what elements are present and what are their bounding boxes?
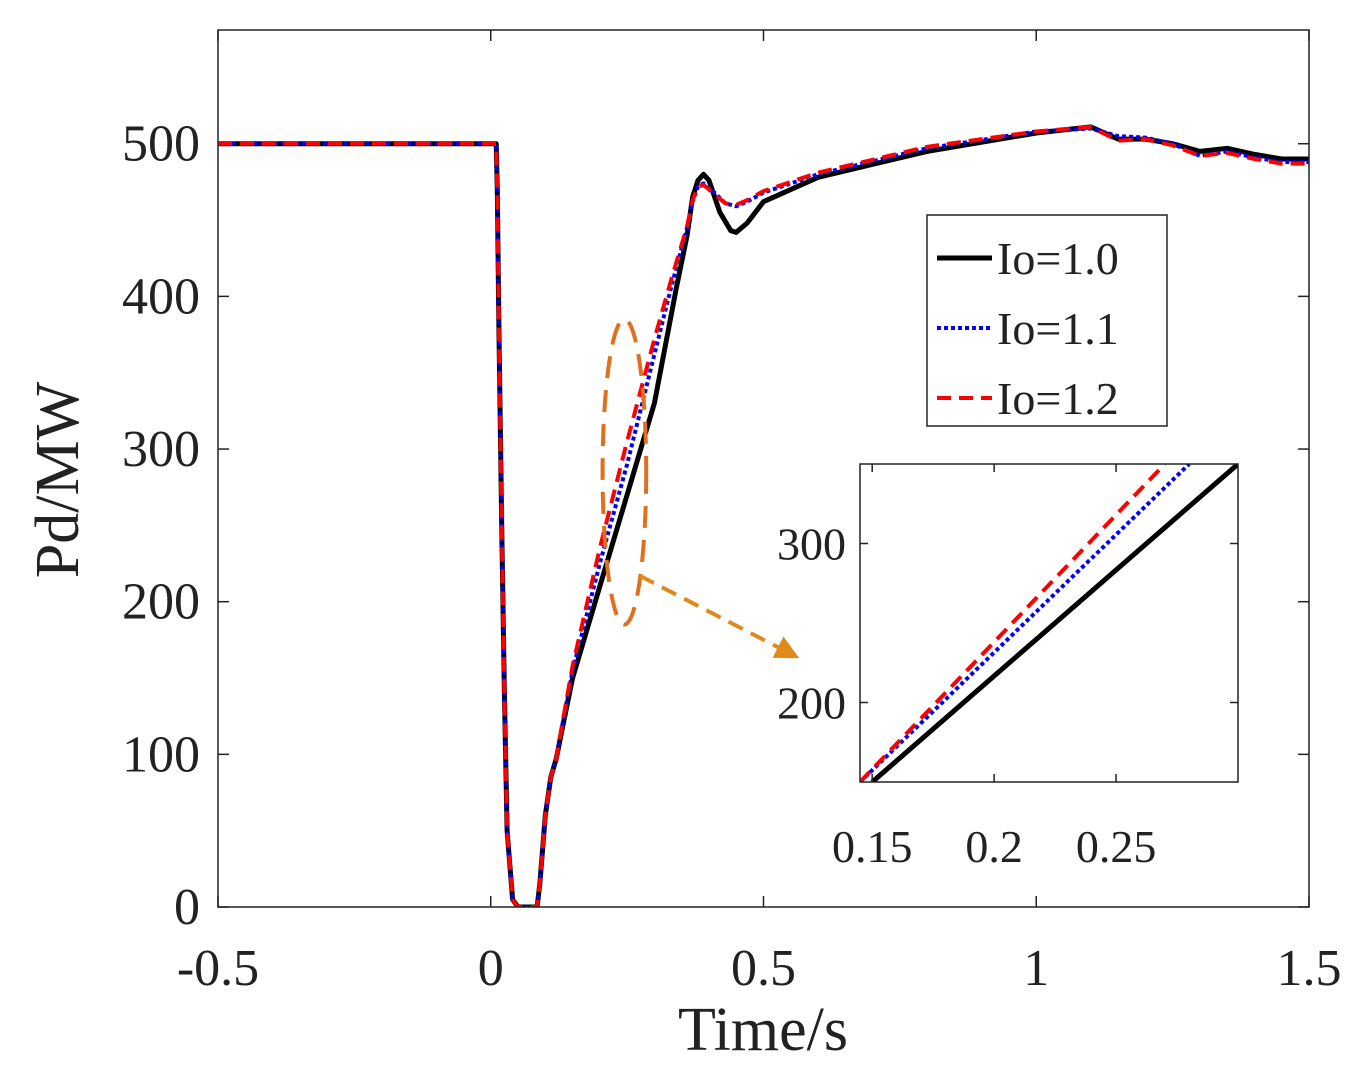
zoom-ellipse [600, 317, 649, 627]
inset-series-line [870, 464, 1238, 782]
series-line-io-1-1 [218, 126, 1309, 907]
series-line-io-1-2 [218, 124, 1309, 907]
y-tick-label: 300 [122, 421, 200, 478]
main-series [218, 124, 1309, 907]
legend-box [926, 214, 1168, 427]
plot-frame [217, 29, 1310, 908]
zoom-arrow [638, 573, 800, 659]
y-tick-labels: 0 100 200 300 400 500 [122, 116, 200, 936]
y-tick-label: 200 [122, 574, 200, 631]
inset-x-tick-label: 0.2 [965, 821, 1023, 872]
y-tick-label: 400 [122, 268, 200, 325]
inset-y-tick-label: 200 [777, 678, 846, 729]
legend-label: Io=1.2 [997, 373, 1119, 424]
inset-x-tick-label: 0.25 [1076, 821, 1157, 872]
inset-chart: 0.15 0.2 0.25 200 300 [777, 463, 1239, 872]
x-tick-labels: -0.5 0 0.5 1 1.5 [177, 940, 1342, 997]
zoom-annotation [600, 317, 800, 659]
legend-label: Io=1.1 [997, 303, 1119, 354]
y-tick-label: 500 [122, 116, 200, 173]
inset-x-tick-label: 0.15 [832, 821, 913, 872]
inset-y-tick-label: 300 [777, 519, 846, 570]
legend: Io=1.0 Io=1.1 Io=1.2 [926, 214, 1168, 427]
inset-series-line [860, 464, 1191, 782]
y-axis-title: Pd/MW [24, 381, 92, 578]
x-tick-label: 0.5 [731, 940, 796, 997]
inset-frame [859, 463, 1239, 783]
x-axis-title: Time/s [678, 996, 848, 1064]
y-tick-label: 0 [174, 879, 200, 936]
x-tick-label: 1.5 [1277, 940, 1342, 997]
inset-series-line [860, 464, 1167, 782]
inset-series [860, 464, 1238, 782]
x-tick-label: 1 [1023, 940, 1049, 997]
legend-label: Io=1.0 [997, 233, 1119, 284]
y-tick-label: 100 [122, 726, 200, 783]
x-tick-label: 0 [478, 940, 504, 997]
x-tick-label: -0.5 [177, 940, 259, 997]
